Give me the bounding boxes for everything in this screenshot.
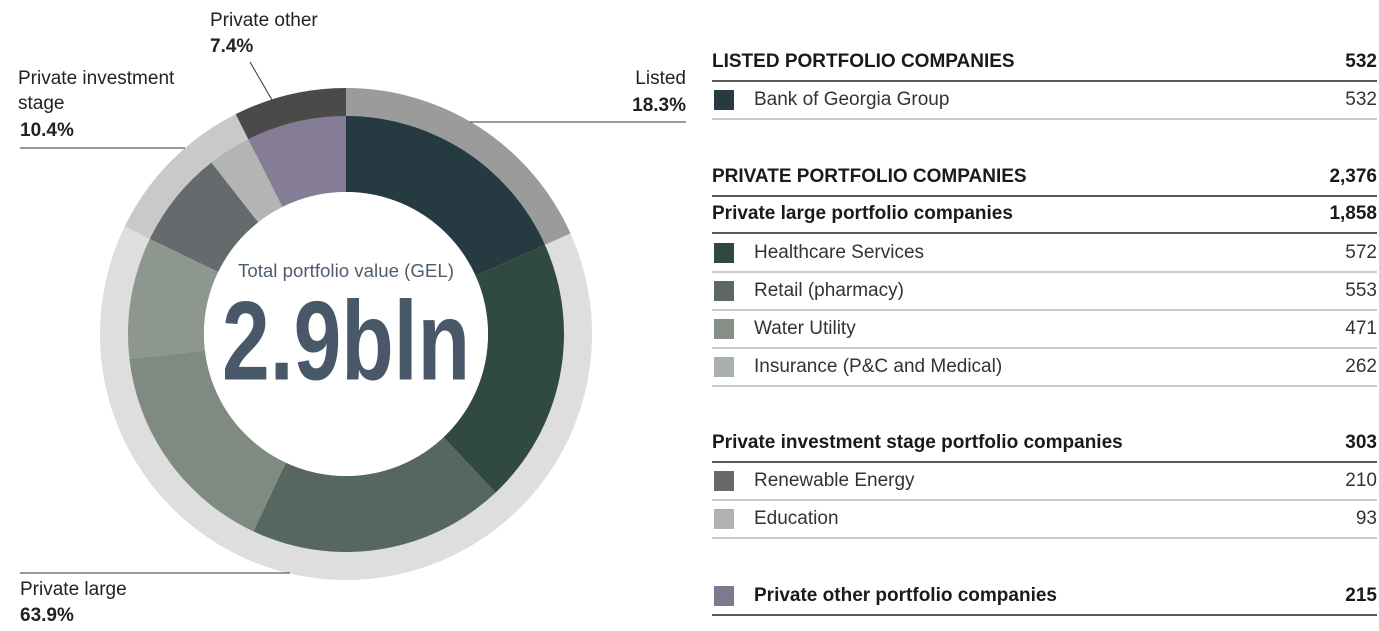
swatch (714, 90, 734, 110)
swatch (714, 281, 734, 301)
row-value: 2,376 (1329, 166, 1377, 187)
row-value: 303 (1345, 432, 1377, 453)
row-value: 553 (1345, 280, 1377, 301)
inner-segment (346, 116, 545, 276)
inner-segment (129, 350, 286, 532)
row-value: 471 (1345, 318, 1377, 339)
outer-segment (124, 114, 257, 247)
segment-value: 18.3% (632, 95, 686, 116)
row-value: 215 (1345, 585, 1377, 606)
row-value: 262 (1345, 356, 1377, 377)
row-name: Retail (pharmacy) (754, 280, 904, 301)
row-name: Healthcare Services (754, 242, 924, 263)
leader-line (249, 61, 273, 101)
donut (100, 88, 592, 580)
row-value: 532 (1345, 89, 1377, 110)
center-label: Total portfolio value (GEL) (238, 261, 454, 281)
inner-segment (443, 244, 564, 493)
swatch (714, 471, 734, 491)
segment-label: Listed (635, 68, 686, 89)
row-value: 93 (1356, 508, 1377, 529)
row-value: 532 (1345, 51, 1377, 72)
row-name: Water Utility (754, 318, 856, 339)
center-disc (204, 192, 488, 476)
inner-segment (211, 139, 283, 223)
segment-value: 63.9% (20, 605, 74, 626)
swatch (714, 319, 734, 339)
row-name: Education (754, 508, 839, 529)
row-name: Insurance (P&C and Medical) (754, 356, 1002, 377)
portfolio-table: LISTED PORTFOLIO COMPANIES 532 Bank of Geo… (712, 51, 1377, 616)
row-name: LISTED PORTFOLIO COMPANIES (712, 51, 1015, 72)
row-name: Renewable Energy (754, 470, 915, 491)
row-value: 1,858 (1329, 203, 1377, 224)
segment-label-box: Private investment stage (18, 68, 175, 114)
row-value: 572 (1345, 242, 1377, 263)
swatch (714, 509, 734, 529)
segment-value: 7.4% (210, 36, 253, 57)
row-value: 210 (1345, 470, 1377, 491)
center-value: 2.9bln (222, 279, 470, 404)
segment-label: Private investment stage (18, 68, 175, 114)
inner-segment (149, 162, 259, 273)
segment-label: Private large (20, 579, 127, 600)
row-name: Bank of Georgia Group (754, 89, 949, 110)
row-name: PRIVATE PORTFOLIO COMPANIES (712, 166, 1027, 187)
row-name: Private large portfolio companies (712, 203, 1013, 224)
inner-segment (248, 116, 346, 208)
row-name: Private investment stage portfolio compa… (712, 432, 1123, 453)
inner-segment (128, 238, 219, 359)
swatch (714, 586, 734, 606)
segment-label: Private other (210, 10, 318, 31)
swatch (714, 357, 734, 377)
segment-value: 10.4% (20, 120, 74, 141)
row-name: Private other portfolio companies (754, 585, 1057, 606)
inner-segment (253, 437, 496, 552)
swatch (714, 243, 734, 263)
